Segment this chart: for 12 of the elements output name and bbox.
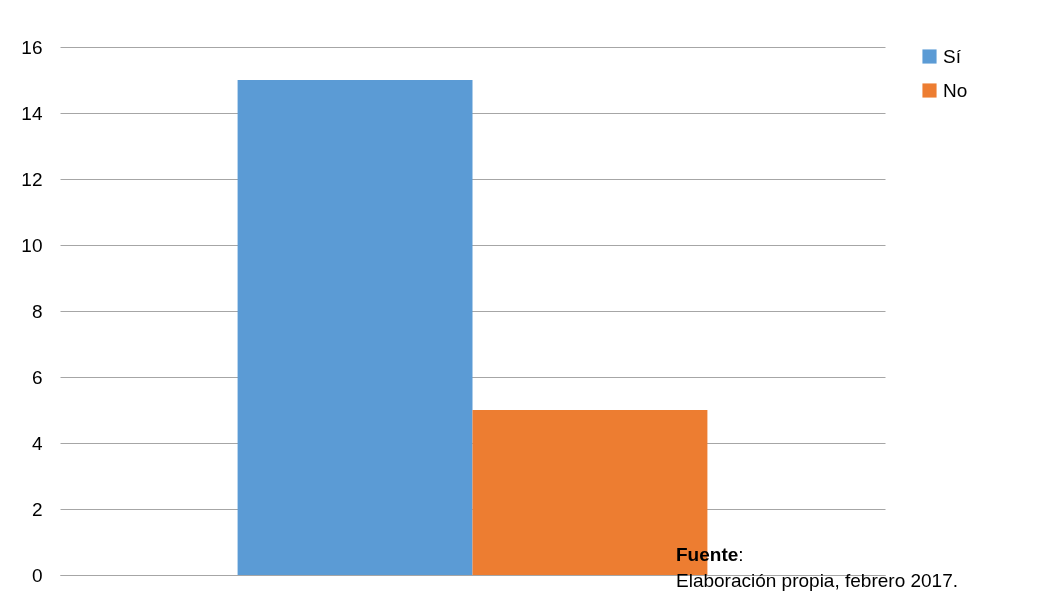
y-tick-label: 10: [21, 234, 43, 256]
y-tick-label: 16: [21, 36, 43, 58]
y-tick-label: 12: [21, 168, 43, 190]
annotation: Fuente: Elaboración propia, febrero 2017.: [676, 543, 959, 593]
y-tick-label: 4: [31, 432, 43, 454]
legend-label: No: [943, 79, 968, 101]
y-tick-label: 14: [21, 102, 43, 124]
y-tick-label: 8: [31, 300, 43, 322]
y-tick-label: 6: [31, 366, 43, 388]
y-tick-label: 2: [31, 498, 43, 520]
y-tick-label: 0: [31, 564, 43, 586]
legend-label: Sí: [943, 45, 962, 67]
